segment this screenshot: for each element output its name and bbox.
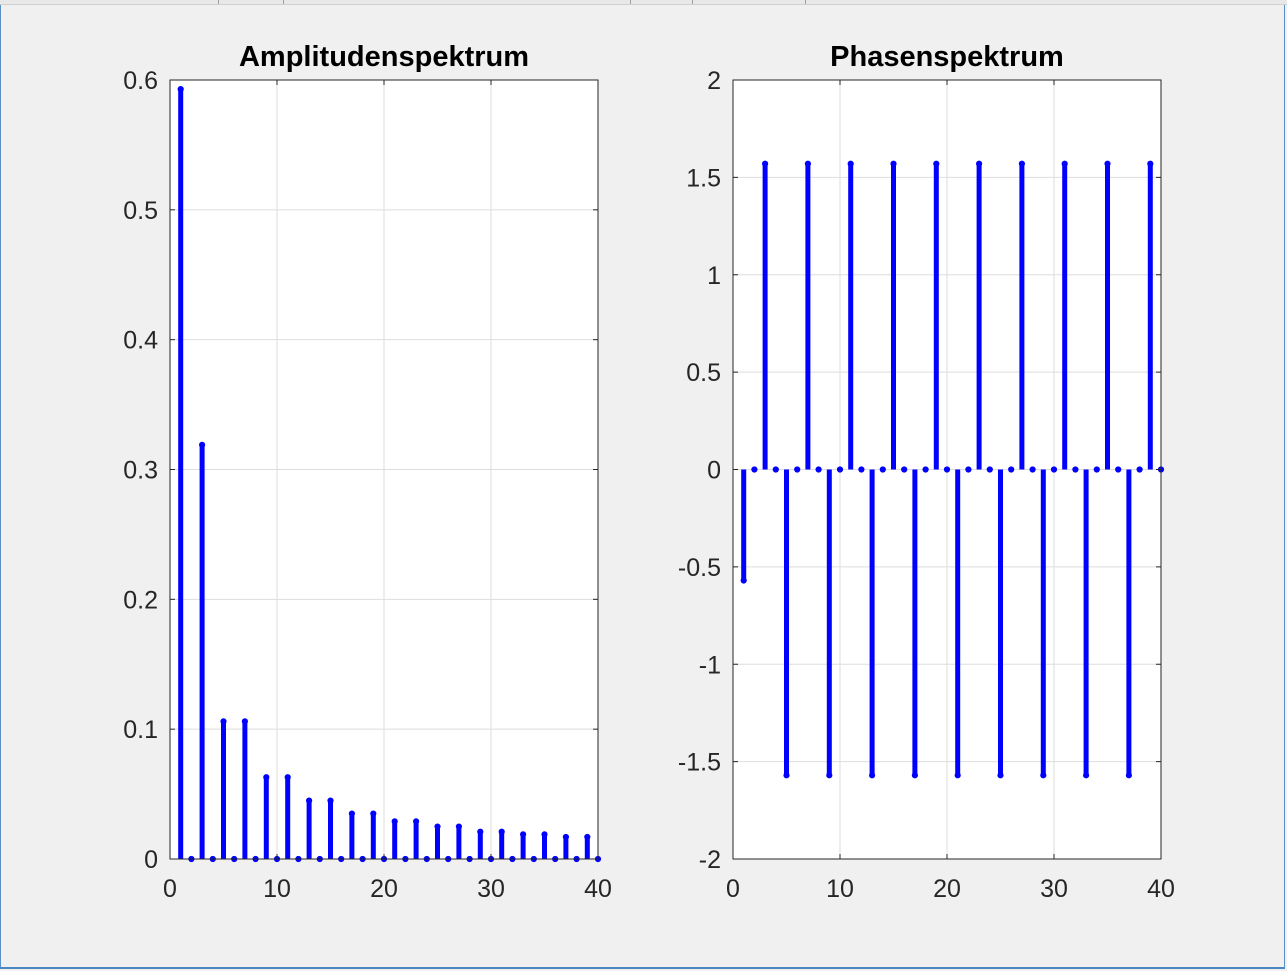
phase-ytick-label: -0.5 — [678, 554, 721, 582]
phase-stem-marker — [1083, 772, 1090, 779]
phase-stem-marker — [1072, 466, 1079, 473]
phase-stem-marker — [954, 772, 961, 779]
amplitude-stem-marker — [413, 818, 420, 825]
amplitude-stem-marker — [584, 833, 591, 841]
phase-stem-marker — [997, 772, 1004, 779]
phase-ticks: 0 10 20 30 40 -2 -1.5 -1 -0.5 0 0.5 1 1.5 2 — [678, 67, 1175, 903]
phase-stem-marker — [986, 466, 993, 473]
phase-ytick-label: -1 — [699, 651, 721, 679]
amplitude-stem-marker — [391, 818, 398, 825]
amplitude-ytick-label: 0.4 — [123, 327, 158, 355]
phase-stem-marker — [815, 466, 822, 473]
phase-xtick-label: 40 — [1147, 875, 1175, 903]
amplitude-stem-marker — [306, 797, 313, 804]
phase-axes: 0 10 20 30 40 -2 -1.5 -1 -0.5 0 0.5 1 1.5 2 Phasenspe… — [678, 41, 1175, 903]
amplitude-ytick-label: 0.3 — [123, 457, 158, 485]
phase-stem-marker — [1125, 772, 1133, 779]
phase-stem-marker — [965, 466, 972, 473]
phase-stems — [740, 160, 1165, 779]
phase-stem-marker — [1050, 466, 1058, 473]
phase-stem-marker — [1008, 466, 1015, 473]
phase-ytick-label: 2 — [707, 67, 721, 95]
amplitude-stem-marker — [284, 774, 291, 781]
phase-title: Phasenspektrum — [830, 41, 1064, 73]
phase-ytick-label: 0 — [707, 457, 721, 485]
phase-ytick-label: -1.5 — [678, 749, 721, 777]
phase-stem-marker — [911, 772, 919, 779]
amplitude-stem-marker — [434, 823, 441, 830]
phase-stem-marker — [826, 772, 833, 779]
phase-stem-marker — [1104, 160, 1111, 167]
amplitude-stem-marker — [562, 833, 570, 841]
phase-stem-marker — [890, 160, 897, 167]
phase-stem-marker — [836, 466, 844, 473]
amplitude-ytick-label: 0 — [144, 846, 158, 874]
phase-stem-marker — [794, 466, 801, 473]
phase-stem-marker — [783, 772, 790, 779]
amplitude-stem-marker — [541, 831, 548, 838]
amplitude-xtick-label: 20 — [370, 875, 398, 903]
amplitude-xtick-label: 10 — [263, 875, 291, 903]
phase-stem-marker — [922, 466, 929, 473]
phase-stem-marker — [751, 466, 758, 473]
amplitude-stem-marker — [348, 810, 355, 817]
phase-stem-marker — [1029, 466, 1036, 473]
amplitude-title: Amplitudenspektrum — [239, 41, 529, 73]
phase-stem-marker — [943, 466, 951, 473]
phase-stem-marker — [869, 772, 876, 779]
amplitude-stem-marker — [220, 718, 227, 725]
amplitude-stem-marker — [477, 828, 484, 835]
phase-stem-marker — [1147, 160, 1154, 167]
amplitude-stem-marker — [498, 828, 505, 835]
phase-stem-marker — [804, 160, 812, 167]
phase-stem-marker — [858, 466, 865, 473]
amplitude-ytick-label: 0.5 — [123, 197, 158, 225]
phase-stem-marker — [1093, 466, 1100, 473]
phase-stem-marker — [901, 466, 908, 473]
phase-stem-marker — [772, 466, 779, 473]
phase-stem-marker — [1136, 466, 1143, 473]
phase-stem-marker — [933, 160, 940, 167]
amplitude-ytick-label: 0.1 — [123, 716, 158, 744]
phase-xtick-label: 0 — [726, 875, 740, 903]
phase-ytick-label: 1 — [707, 262, 721, 290]
phase-ytick-label: 0.5 — [686, 359, 721, 387]
phase-stem-marker — [976, 160, 983, 167]
phase-xtick-label: 10 — [826, 875, 854, 903]
amplitude-xtick-label: 40 — [584, 875, 612, 903]
amplitude-axes: 0 10 20 30 40 0 0.1 0.2 0.3 0.4 0.5 0.6 Amplitudens… — [123, 41, 612, 903]
amplitude-stem-marker — [327, 797, 334, 804]
phase-stem-marker — [1115, 466, 1122, 473]
phase-stem-marker — [847, 160, 854, 167]
amplitude-stems — [177, 85, 602, 863]
amplitude-stem-marker — [241, 718, 248, 725]
amplitude-ytick-label: 0.2 — [123, 586, 158, 614]
phase-xtick-label: 30 — [1040, 875, 1068, 903]
phase-stem-marker — [1018, 160, 1026, 167]
phase-ytick-label: -2 — [699, 846, 721, 874]
amplitude-stem-marker — [263, 774, 270, 781]
amplitude-ytick-label: 0.6 — [123, 67, 158, 95]
phase-ytick-label: 1.5 — [686, 164, 721, 192]
phase-stem-marker — [740, 577, 747, 584]
amplitude-ticks: 0 10 20 30 40 0 0.1 0.2 0.3 0.4 0.5 0.6 — [123, 67, 612, 903]
amplitude-xtick-label: 30 — [477, 875, 505, 903]
phase-stem-marker — [1061, 160, 1068, 167]
phase-stem-marker — [879, 466, 886, 473]
amplitude-xtick-label: 0 — [163, 875, 177, 903]
amplitude-stem-marker — [177, 85, 184, 93]
phase-xtick-label: 20 — [933, 875, 961, 903]
amplitude-stem-marker — [520, 831, 527, 838]
window-top-strip — [0, 0, 1287, 5]
phase-stem-marker — [1040, 772, 1047, 779]
amplitude-stem-marker — [455, 823, 462, 830]
phase-stem-marker — [762, 160, 769, 167]
amplitude-stem-marker — [370, 810, 377, 817]
amplitude-stem-marker — [199, 441, 206, 448]
